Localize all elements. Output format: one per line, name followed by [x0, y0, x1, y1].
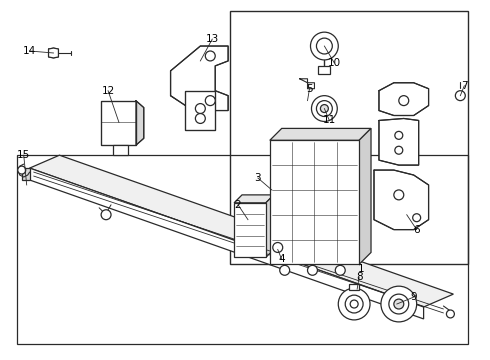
- Text: 13: 13: [206, 34, 219, 44]
- Text: 15: 15: [17, 150, 30, 160]
- Bar: [270, 140, 359, 264]
- Polygon shape: [30, 155, 453, 307]
- Circle shape: [394, 299, 404, 309]
- Circle shape: [273, 243, 283, 252]
- Text: 5: 5: [306, 84, 313, 94]
- Circle shape: [345, 295, 363, 313]
- Polygon shape: [171, 71, 178, 100]
- Polygon shape: [101, 100, 136, 145]
- Polygon shape: [171, 46, 228, 111]
- Circle shape: [350, 300, 358, 308]
- Text: 10: 10: [328, 58, 341, 68]
- Circle shape: [446, 310, 454, 318]
- Circle shape: [455, 91, 466, 100]
- Text: 11: 11: [323, 116, 336, 126]
- Text: 7: 7: [461, 81, 467, 91]
- Bar: [230, 11, 468, 264]
- Polygon shape: [270, 129, 371, 140]
- Text: 3: 3: [255, 173, 261, 183]
- Text: 2: 2: [235, 200, 242, 210]
- Circle shape: [395, 131, 403, 139]
- Text: 9: 9: [411, 292, 417, 302]
- Polygon shape: [22, 168, 30, 180]
- Circle shape: [335, 265, 345, 275]
- Text: 12: 12: [101, 86, 115, 96]
- Polygon shape: [30, 168, 424, 319]
- Polygon shape: [374, 170, 429, 230]
- Circle shape: [18, 166, 25, 174]
- Circle shape: [399, 96, 409, 105]
- Text: 14: 14: [23, 46, 36, 56]
- Text: 4: 4: [278, 255, 285, 264]
- Circle shape: [317, 100, 332, 117]
- Polygon shape: [185, 91, 215, 130]
- Circle shape: [320, 105, 328, 113]
- Circle shape: [308, 265, 318, 275]
- Circle shape: [389, 294, 409, 314]
- Circle shape: [312, 96, 337, 121]
- Text: 1: 1: [358, 264, 365, 274]
- Polygon shape: [136, 100, 144, 145]
- Bar: [349, 284, 359, 290]
- Circle shape: [311, 32, 338, 60]
- Polygon shape: [359, 129, 371, 264]
- Circle shape: [381, 286, 416, 322]
- Polygon shape: [266, 195, 274, 257]
- Circle shape: [196, 113, 205, 123]
- Circle shape: [101, 210, 111, 220]
- Bar: [113, 145, 128, 155]
- Polygon shape: [379, 83, 429, 116]
- Bar: [318, 66, 330, 74]
- Circle shape: [394, 190, 404, 200]
- Text: 6: 6: [414, 225, 420, 235]
- Circle shape: [338, 288, 370, 320]
- Circle shape: [205, 51, 215, 61]
- Bar: [234, 203, 266, 257]
- Circle shape: [205, 96, 215, 105]
- Text: 8: 8: [356, 272, 363, 282]
- Circle shape: [413, 214, 420, 222]
- Polygon shape: [49, 48, 58, 58]
- Circle shape: [395, 146, 403, 154]
- Polygon shape: [379, 118, 418, 165]
- Circle shape: [317, 38, 332, 54]
- Circle shape: [280, 265, 290, 275]
- Polygon shape: [234, 195, 274, 203]
- Circle shape: [196, 104, 205, 113]
- Bar: [17, 155, 468, 344]
